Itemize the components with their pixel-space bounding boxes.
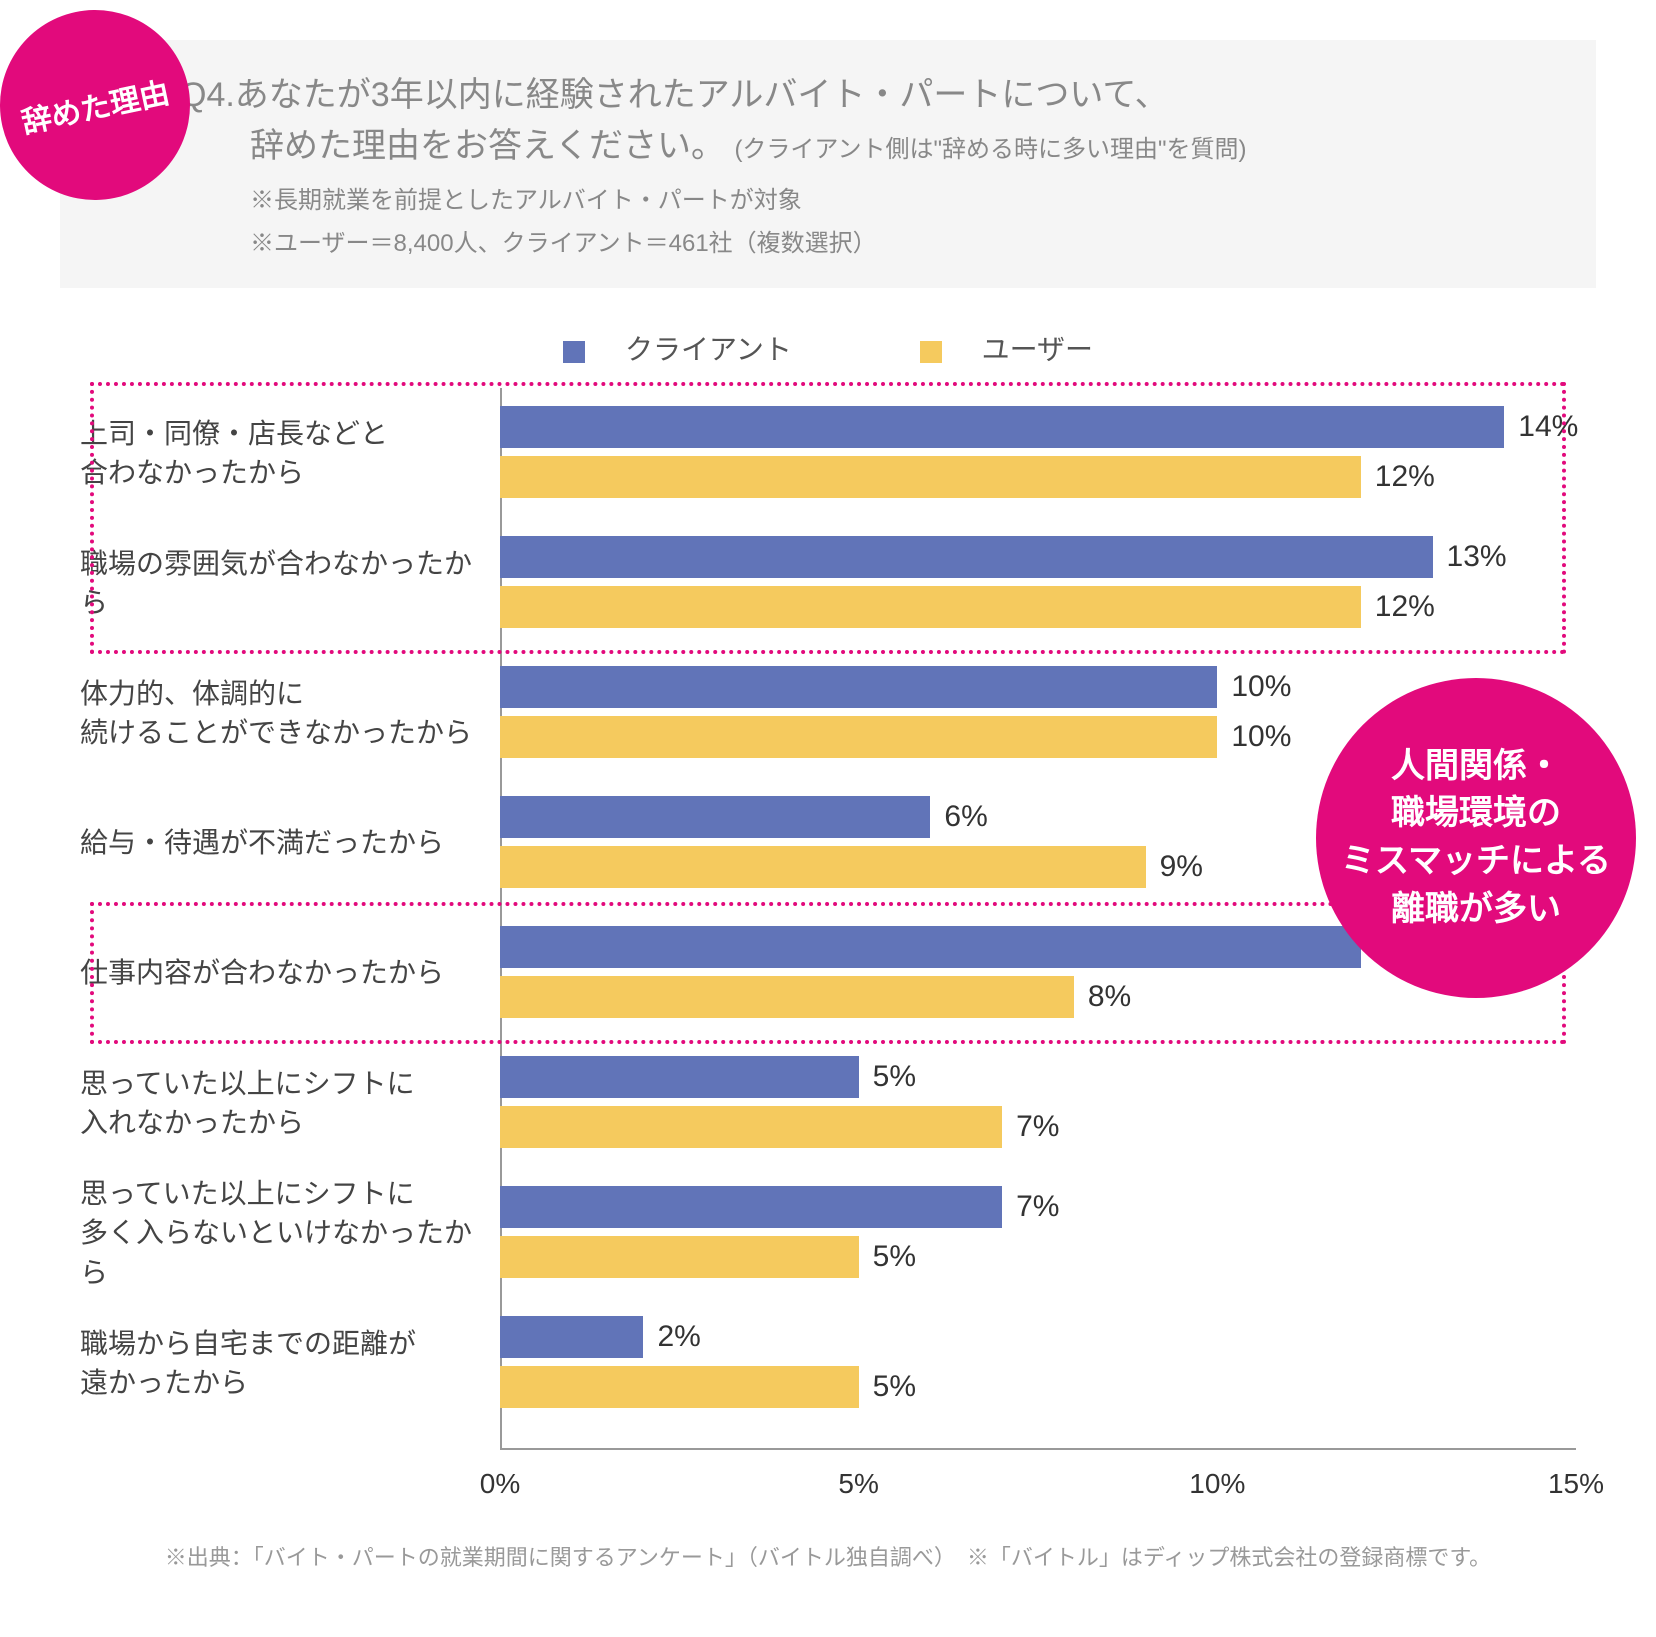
row-label: 上司・同僚・店長などと合わなかったから	[80, 414, 500, 492]
bar-value: 5%	[873, 1370, 916, 1404]
bar-user: 12%	[500, 586, 1361, 628]
chart-row: 思っていた以上にシフトに多く入らないといけなかったから7%5%	[80, 1168, 1576, 1298]
question-line-2-main: 辞めた理由をお答えください。	[250, 127, 725, 165]
question-line-2: 辞めた理由をお答えください。 (クライアント側は"辞める時に多い理由"を質問)	[250, 121, 1556, 172]
bar-client: 5%	[500, 1056, 859, 1098]
x-tick: 5%	[838, 1468, 878, 1500]
legend-client-label: クライアント	[625, 334, 792, 365]
question-note-2: ※ユーザー＝8,400人、クライアント＝461社（複数選択）	[250, 223, 1556, 258]
legend-client: クライアント	[533, 334, 830, 365]
bar-client: 12%	[500, 926, 1361, 968]
chart-row: 職場から自宅までの距離が遠かったから2%5%	[80, 1298, 1576, 1428]
bar-client: 13%	[500, 536, 1433, 578]
bar-value: 10%	[1231, 670, 1291, 704]
bar-value: 12%	[1375, 590, 1435, 624]
row-bars: 2% 5%	[500, 1308, 1576, 1418]
x-tick: 15%	[1548, 1468, 1604, 1500]
bar-user: 8%	[500, 976, 1074, 1018]
legend-user: ユーザー	[890, 334, 1123, 365]
legend-client-swatch	[563, 341, 585, 363]
bar-user: 10%	[500, 716, 1217, 758]
legend-user-swatch	[920, 341, 942, 363]
row-bars: 13% 12%	[500, 528, 1576, 638]
bar-client: 2%	[500, 1316, 643, 1358]
bar-client: 10%	[500, 666, 1217, 708]
x-axis: 0%5%10%15%	[500, 1448, 1576, 1450]
bar-client: 14%	[500, 406, 1504, 448]
row-label: 職場の雰囲気が合わなかったから	[80, 544, 500, 622]
row-label: 体力的、体調的に続けることができなかったから	[80, 674, 500, 752]
row-label: 給与・待遇が不満だったから	[80, 823, 500, 862]
row-bars: 14% 12%	[500, 398, 1576, 508]
question-sub: (クライアント側は"辞める時に多い理由"を質問)	[734, 136, 1246, 163]
row-label: 思っていた以上にシフトに多く入らないといけなかったから	[80, 1174, 500, 1292]
bar-user: 12%	[500, 456, 1361, 498]
bar-value: 14%	[1518, 410, 1578, 444]
question-header: 辞めた理由 Q4.あなたが3年以内に経験されたアルバイト・パートについて、 辞め…	[60, 40, 1596, 288]
bar-user: 5%	[500, 1366, 859, 1408]
bar-value: 8%	[1088, 980, 1131, 1014]
bar-value: 5%	[873, 1060, 916, 1094]
row-bars: 7% 5%	[500, 1178, 1576, 1288]
bar-user: 7%	[500, 1106, 1002, 1148]
chart-row: 思っていた以上にシフトに入れなかったから5%7%	[80, 1038, 1576, 1168]
x-tick: 10%	[1189, 1468, 1245, 1500]
callout-text: 人間関係・職場環境のミスマッチによる離職が多い	[1341, 743, 1611, 933]
row-label: 仕事内容が合わなかったから	[80, 953, 500, 992]
bar-value: 12%	[1375, 460, 1435, 494]
bar-user: 9%	[500, 846, 1146, 888]
legend-user-label: ユーザー	[982, 334, 1093, 365]
bar-user: 5%	[500, 1236, 859, 1278]
bar-value: 9%	[1160, 850, 1203, 884]
chart-legend: クライアント ユーザー	[80, 328, 1576, 368]
footnote: ※出典：「バイト・パートの就業期間に関するアンケート」（バイトル独自調べ） ※「…	[60, 1540, 1596, 1572]
bar-client: 6%	[500, 796, 930, 838]
chart-row: 上司・同僚・店長などと合わなかったから14%12%	[80, 388, 1576, 518]
chart-container: クライアント ユーザー 上司・同僚・店長などと合わなかったから14%12%職場の…	[60, 328, 1596, 1450]
row-label: 思っていた以上にシフトに入れなかったから	[80, 1064, 500, 1142]
bar-value: 7%	[1016, 1110, 1059, 1144]
bar-value: 10%	[1231, 720, 1291, 754]
row-bars: 5% 7%	[500, 1048, 1576, 1158]
bar-value: 6%	[944, 800, 987, 834]
row-label: 職場から自宅までの距離が遠かったから	[80, 1324, 500, 1402]
question-line-1: Q4.あなたが3年以内に経験されたアルバイト・パートについて、	[180, 70, 1556, 121]
bar-value: 5%	[873, 1240, 916, 1274]
bar-client: 7%	[500, 1186, 1002, 1228]
chart-row: 職場の雰囲気が合わなかったから13%12%	[80, 518, 1576, 648]
bar-value: 2%	[657, 1320, 700, 1354]
x-tick: 0%	[480, 1468, 520, 1500]
callout-badge: 人間関係・職場環境のミスマッチによる離職が多い	[1316, 678, 1636, 998]
question-note-1: ※長期就業を前提としたアルバイト・パートが対象	[250, 180, 1556, 215]
badge-reason-text: 辞めた理由	[17, 68, 173, 142]
badge-reason: 辞めた理由	[0, 0, 208, 218]
bar-value: 13%	[1447, 540, 1507, 574]
bar-value: 7%	[1016, 1190, 1059, 1224]
